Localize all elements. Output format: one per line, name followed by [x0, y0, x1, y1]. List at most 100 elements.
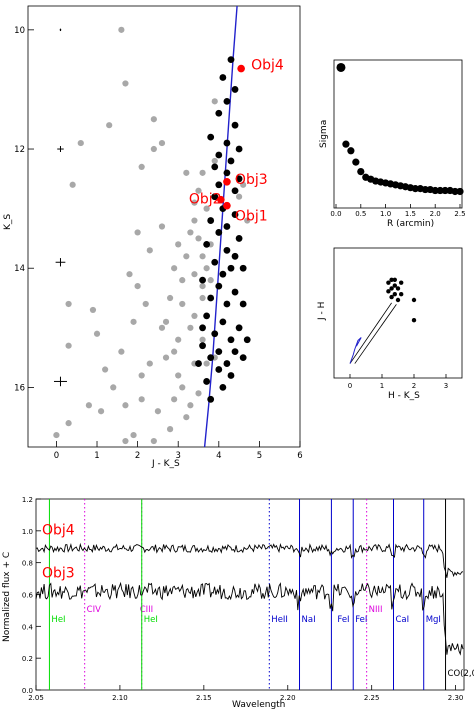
- cmd-member-star: [215, 282, 223, 290]
- cmd-field-star: [203, 205, 210, 212]
- cmd-field-star: [138, 372, 145, 379]
- color-color-xtick-label: 0: [348, 382, 352, 390]
- cmd-xlabel: J - K_S: [151, 459, 180, 469]
- spectra-ytick-label: 0.4: [22, 623, 34, 631]
- cmd-field-star: [179, 277, 186, 284]
- cmd-member-star: [207, 133, 215, 141]
- color-color-point: [386, 280, 391, 285]
- cmd-member-star: [223, 223, 231, 230]
- cmd-member-star: [227, 372, 235, 379]
- cmd-xtick-label: 0: [54, 451, 59, 461]
- cmd-field-star: [203, 360, 210, 367]
- spectral-line-label: HeI: [144, 615, 158, 625]
- cmd-field-star: [122, 80, 129, 87]
- cmd-member-star: [215, 181, 223, 189]
- cmd-field-star: [65, 420, 72, 427]
- density-point: [456, 187, 464, 196]
- density-xtick-label: 1.5: [405, 210, 416, 218]
- cmd-member-star: [207, 294, 215, 302]
- spectral-line-label: FeI: [355, 615, 367, 625]
- density-point: [336, 62, 346, 72]
- cmd-member-star: [219, 318, 227, 326]
- spectra-xtick-label: 2.15: [196, 694, 212, 702]
- color-color-point: [411, 318, 417, 323]
- cmd-field-star: [77, 139, 84, 147]
- cmd-member-star: [235, 235, 243, 242]
- density-ylabel: Sigma: [319, 120, 329, 148]
- cmd-field-stars: [53, 26, 251, 445]
- density-frame: [333, 59, 463, 209]
- spectra-ytick-label: 0.6: [22, 592, 34, 600]
- cmd-field-star: [195, 390, 202, 397]
- density-xtick-label: 0.0: [330, 210, 341, 218]
- color-color-points: [386, 277, 417, 323]
- spectra-ylabel: Normalized flux + C: [2, 552, 12, 642]
- cmd-member-stars: [195, 56, 251, 403]
- cmd-member-star: [227, 157, 235, 165]
- cmd-field-star: [171, 265, 178, 272]
- cmd-object-label: Obj3: [235, 172, 268, 188]
- cmd-member-star: [199, 342, 206, 350]
- density-point: [436, 186, 444, 195]
- cmd-field-star: [199, 294, 206, 302]
- density-point: [441, 186, 449, 195]
- color-color-point: [386, 289, 391, 294]
- spectral-line-label: NaI: [302, 615, 316, 625]
- cmd-field-star: [69, 181, 76, 188]
- cmd-highlight-star: [237, 64, 245, 73]
- cmd-member-star: [223, 169, 231, 177]
- cmd-member-star: [231, 86, 239, 93]
- cmd-annotations: Obj4 Obj3 Obj2 Obj1: [189, 58, 284, 225]
- spectra-ytick-label: 0.0: [22, 687, 33, 695]
- cmd-field-star: [150, 437, 157, 445]
- cmd-field-star: [162, 318, 170, 325]
- cmd-field-star: [158, 223, 166, 230]
- density-xtick-label: 2.5: [454, 210, 465, 218]
- density-point: [411, 185, 419, 193]
- color-color-point: [389, 294, 394, 300]
- color-color-point: [399, 292, 404, 297]
- cmd-member-star: [227, 336, 235, 344]
- cmd-field-star: [187, 229, 194, 236]
- spectral-line-label: CaI: [396, 615, 410, 625]
- cmd-field-star: [134, 282, 141, 290]
- density-xtick-label: 1.0: [380, 210, 391, 218]
- cmd-field-star: [211, 98, 218, 105]
- color-color-point: [392, 283, 397, 288]
- density-point: [431, 186, 439, 195]
- cmd-field-star: [191, 271, 198, 278]
- spectra-ytick-label: 1.0: [22, 528, 33, 536]
- cmd-member-star: [231, 252, 239, 260]
- spectra-xtick-label: 2.20: [280, 694, 296, 702]
- cmd-ytick-label: 16: [14, 383, 25, 393]
- cmd-member-star: [211, 193, 219, 201]
- cmd-member-star: [215, 229, 223, 236]
- cmd-member-star: [203, 312, 211, 320]
- color-color-dwarf-locus: [349, 337, 362, 364]
- spectra-series-names: Obj4 Obj3: [42, 522, 75, 581]
- cmd-member-star: [211, 330, 219, 338]
- cmd-field-star: [166, 426, 174, 433]
- cmd-member-star: [227, 264, 235, 272]
- cmd-field-star: [191, 312, 198, 319]
- cmd-xtick-label: 3: [175, 451, 180, 461]
- color-color-xtick-label: 2: [412, 382, 416, 390]
- cmd-member-star: [215, 348, 223, 356]
- cmd-object-label: Obj2: [189, 192, 222, 208]
- spectra-ticks: 2.05 2.10 2.15 2.20 2.25 2.30 0.0 0.2 0.4 0.6 0.8 1…: [22, 496, 464, 702]
- spectrum-line: [35, 542, 464, 578]
- cmd-member-star: [207, 395, 215, 403]
- cmd-field-star: [179, 384, 186, 391]
- cmd-field-star: [89, 306, 97, 314]
- density-panel: 0.0 0.5 1.0 1.5 2.0 2.5 R (arcmin) Sigma: [319, 59, 466, 229]
- cmd-ytick-label: 12: [14, 145, 25, 155]
- cmd-member-star: [223, 246, 231, 254]
- cmd-field-star: [179, 300, 186, 308]
- cmd-member-star: [231, 211, 239, 218]
- cmd-member-star: [223, 97, 231, 105]
- cmd-member-star: [203, 378, 211, 385]
- spectra-xlabel: Wavelength: [232, 700, 285, 709]
- cmd-field-star: [175, 372, 182, 379]
